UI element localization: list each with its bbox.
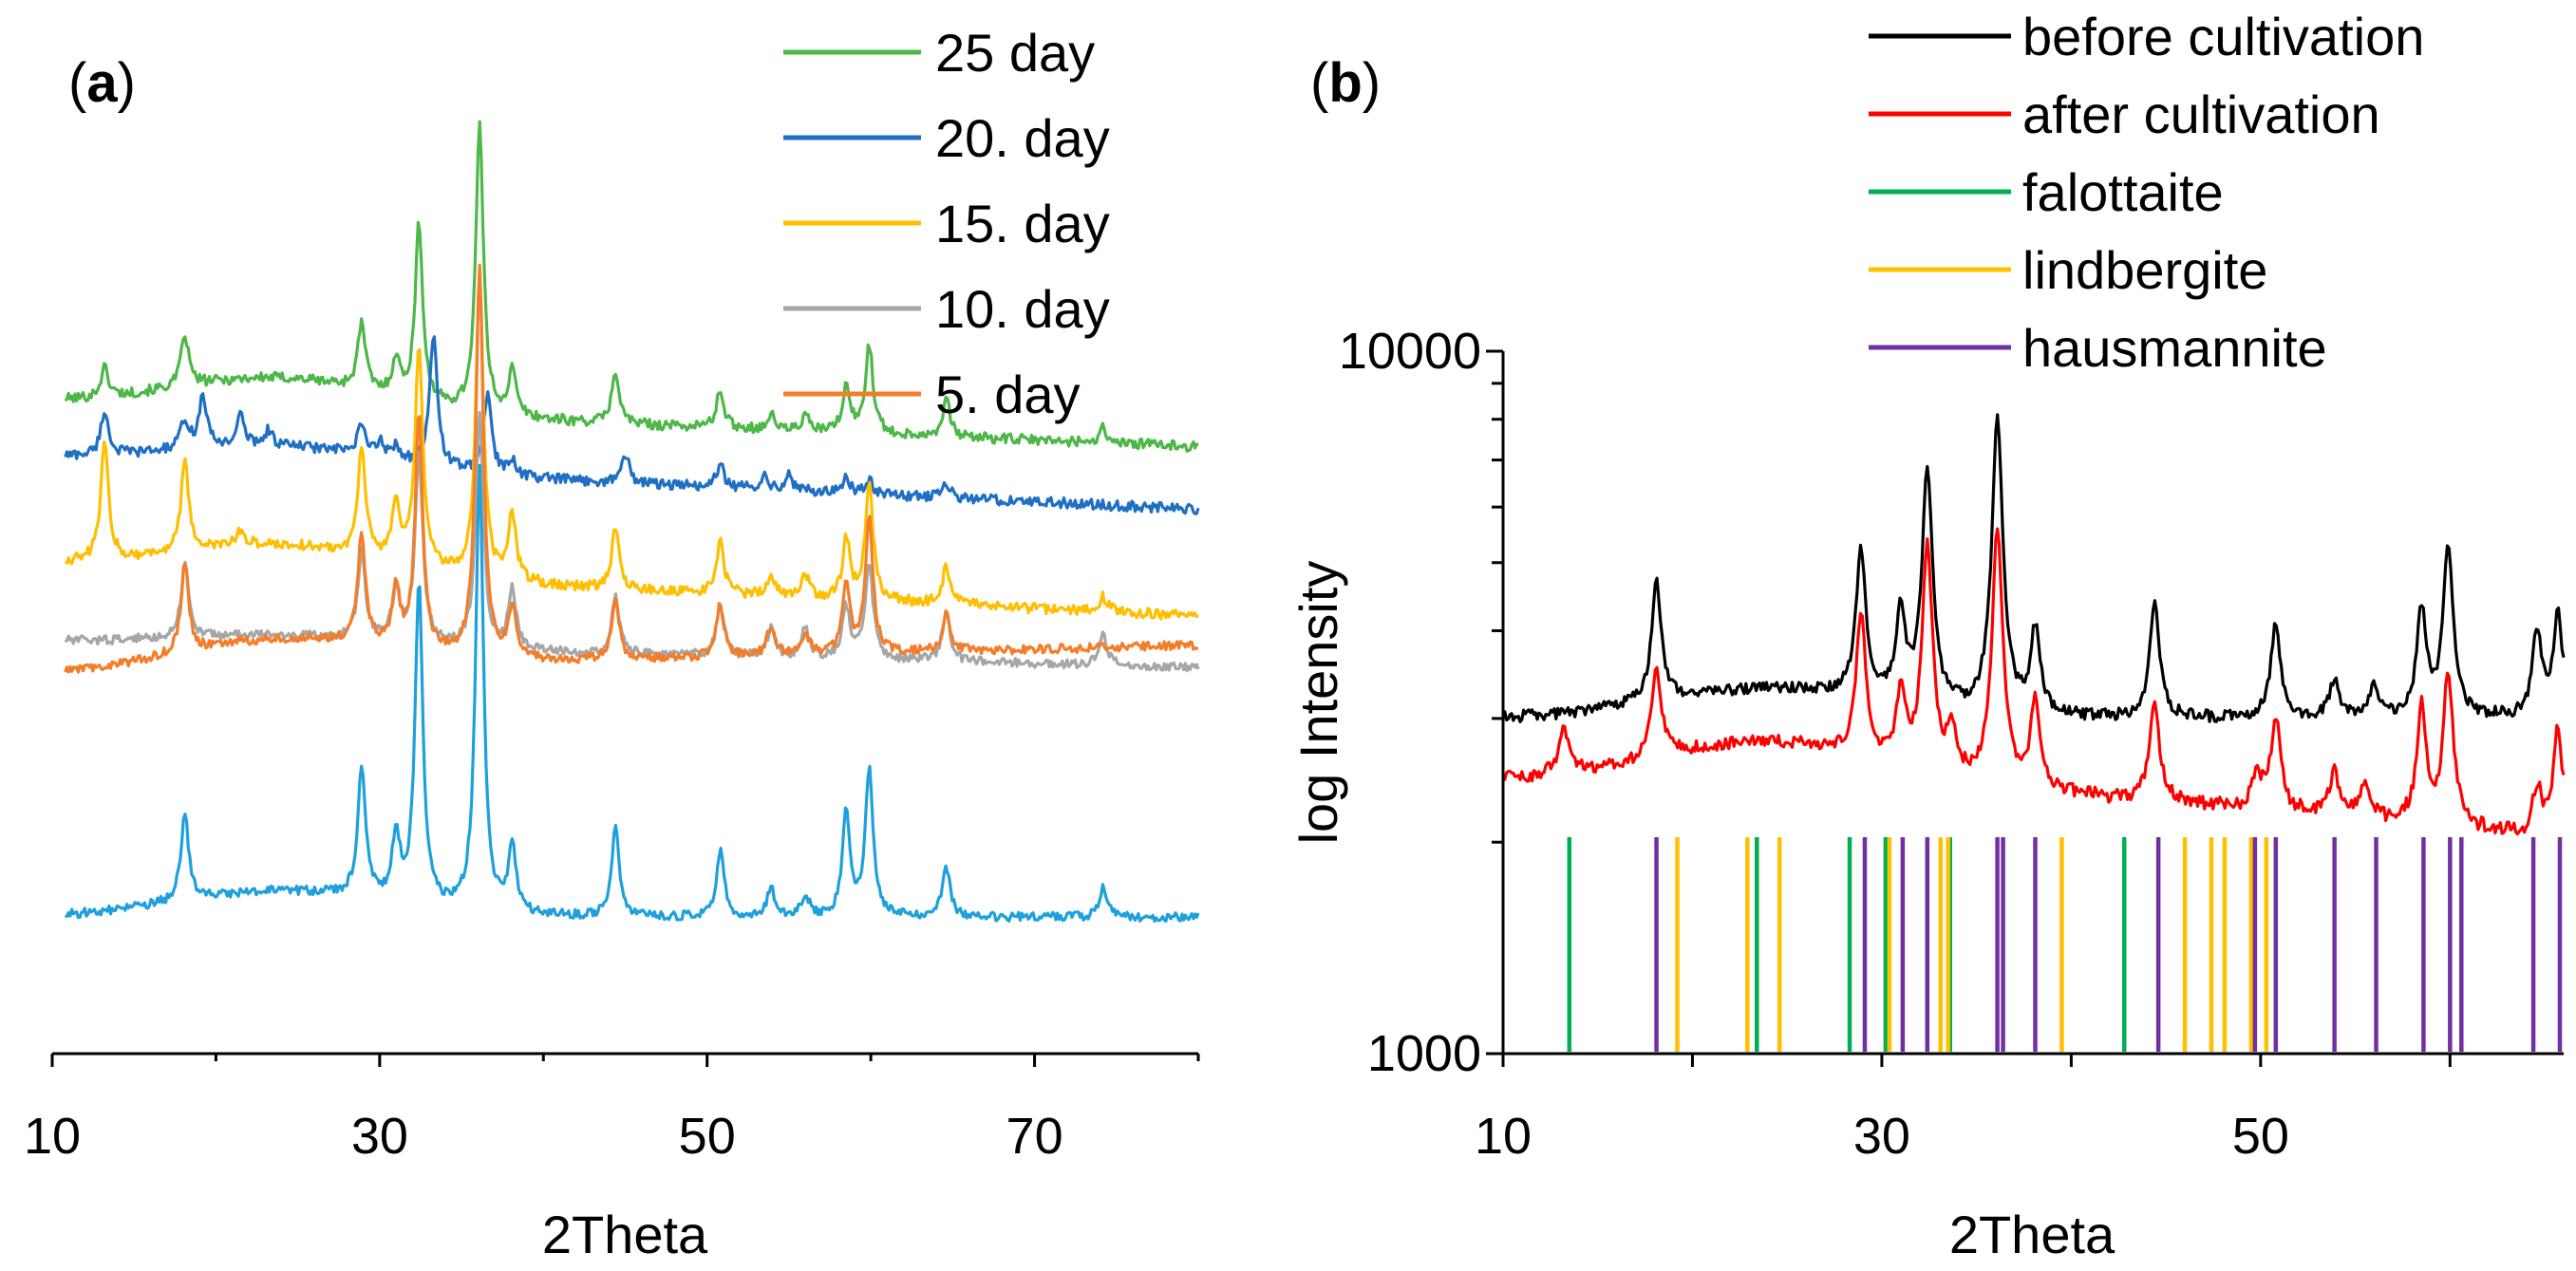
panel-a-series-group: [64, 120, 1200, 924]
panel-b-legend-label: falottaite: [2022, 162, 2224, 222]
panel-b-series-group: [1501, 413, 2566, 836]
panel-b-label: (b): [1310, 52, 1381, 114]
panel-a-legend-label: 5. day: [935, 364, 1081, 424]
panel-a-x-axis-title: 2Theta: [542, 1205, 708, 1264]
panel-a-x-tick-label: 30: [351, 1108, 408, 1165]
panel-b-x-tick-label: 10: [1475, 1108, 1532, 1165]
panel-b-legend: before cultivation after cultivation falot…: [1869, 7, 2424, 378]
panel-b-legend-label: lindbergite: [2022, 240, 2267, 300]
panel-b: (b) 1000 10000 10 30 50 log Intensity 2Thet…: [1288, 7, 2566, 1264]
panel-a-legend-label: 25 day: [935, 23, 1095, 83]
panel-b-y-ticks: 1000 10000: [1339, 323, 1503, 1082]
panel-a-legend-label: 10. day: [935, 279, 1110, 339]
panel-b-x-ticks: 10 30 50: [1475, 1054, 2452, 1165]
panel-b-y-tick-label: 10000: [1339, 323, 1481, 380]
panel-b-y-axis-title: log Intensity: [1288, 561, 1348, 845]
panel-a-series-line-2: [64, 335, 1200, 515]
panel-a-x-tick-label: 50: [679, 1108, 736, 1165]
panel-a-series-line-6: [64, 463, 1200, 924]
panel-b-series-line-2: [1501, 527, 2566, 836]
panel-b-legend-label: after cultivation: [2022, 84, 2380, 144]
panel-a-letter: a: [86, 52, 118, 114]
panel-b-x-tick-label: 30: [1853, 1108, 1910, 1165]
panel-a: (a) 10 30 50 70 2Theta 25 day 20. day 15. day…: [24, 23, 1200, 1264]
panel-a-label: (a): [68, 52, 136, 114]
panel-a-series-line-3: [64, 283, 1199, 621]
panel-b-legend-label: before cultivation: [2022, 7, 2424, 66]
panel-a-x-ticks: 10 30 50 70: [24, 1054, 1200, 1165]
panel-b-legend-label: hausmannite: [2022, 318, 2327, 378]
panel-a-legend-label: 20. day: [935, 108, 1110, 168]
panel-b-x-axis-title: 2Theta: [1949, 1205, 2115, 1264]
panel-a-series-line-5: [64, 263, 1199, 674]
panel-a-legend: 25 day 20. day 15. day 10. day 5. day: [783, 23, 1110, 424]
panel-b-letter: b: [1328, 52, 1362, 114]
panel-b-reference-lines: [1567, 837, 2563, 1052]
panel-a-legend-label: 15. day: [935, 194, 1110, 253]
panel-a-series-line-1: [64, 120, 1199, 453]
panel-a-x-tick-label: 70: [1006, 1108, 1063, 1165]
panel-b-series-line-1: [1501, 413, 2566, 723]
panel-a-x-tick-label: 10: [24, 1108, 81, 1165]
panel-b-x-tick-label: 50: [2232, 1108, 2289, 1165]
panel-b-y-tick-label: 1000: [1367, 1025, 1481, 1082]
